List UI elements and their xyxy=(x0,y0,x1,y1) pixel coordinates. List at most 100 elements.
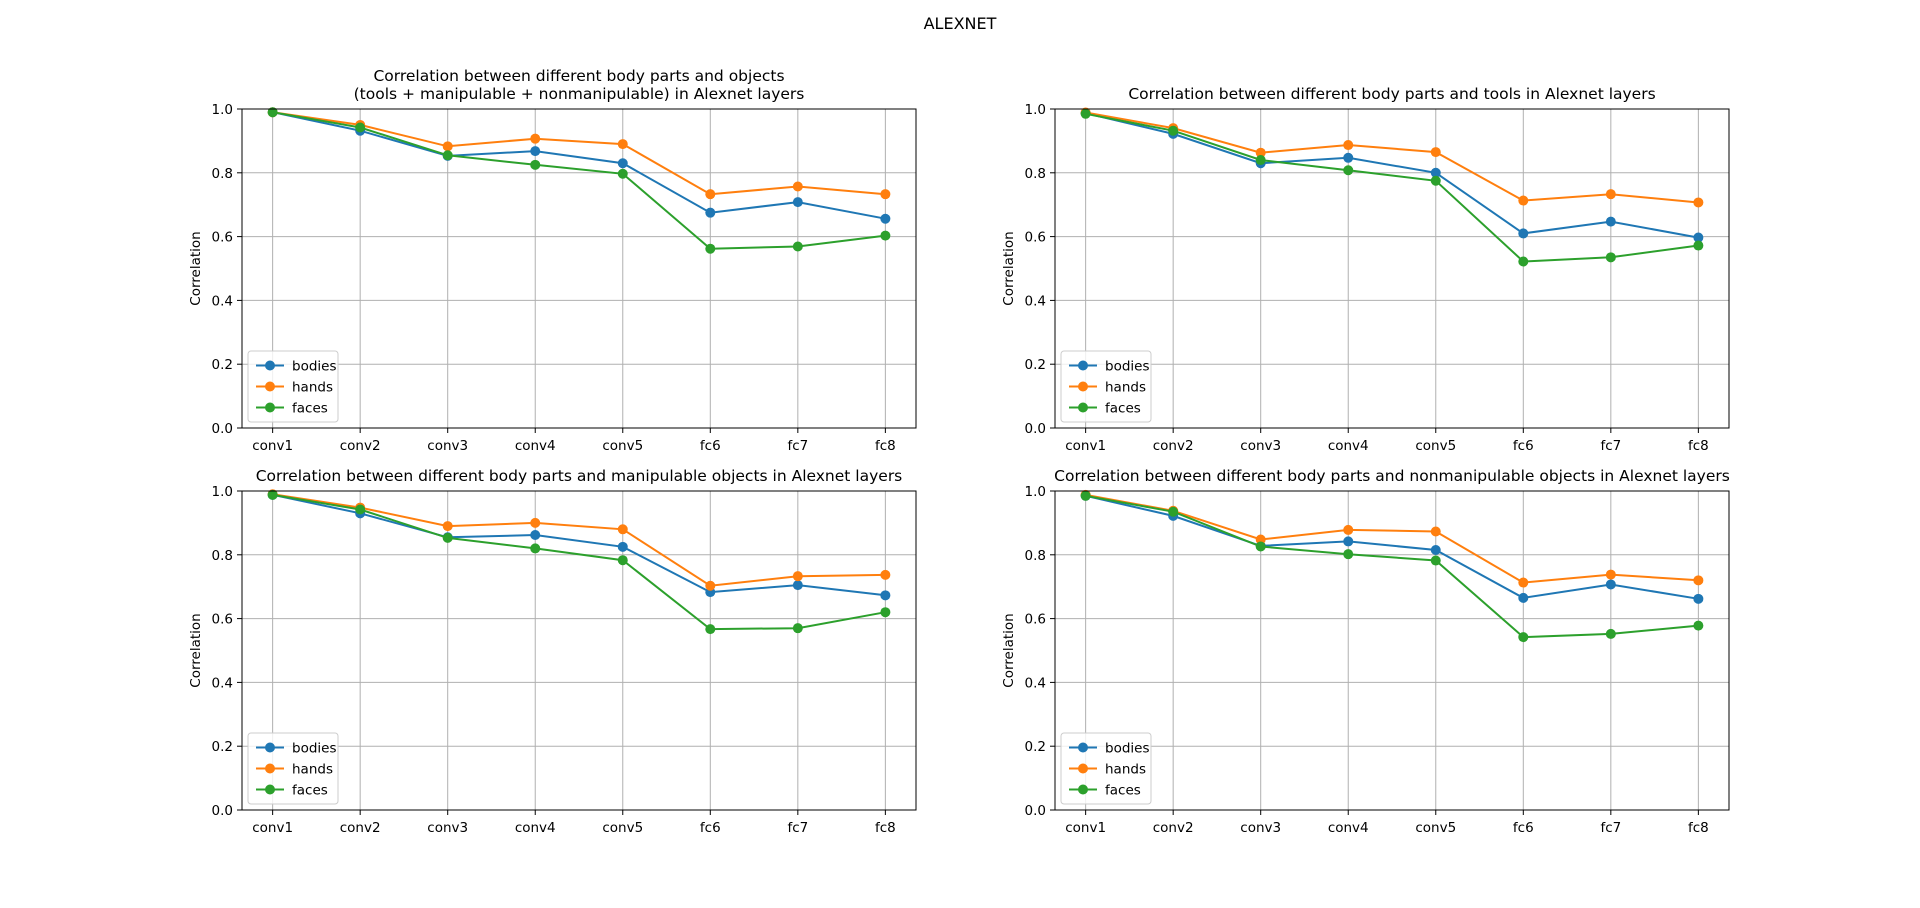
data-point-hands xyxy=(530,517,541,528)
data-point-faces xyxy=(267,107,278,118)
x-tick-label: fc7 xyxy=(787,438,808,454)
data-point-bodies xyxy=(792,197,803,208)
x-tick-label: fc6 xyxy=(700,820,721,836)
x-tick-label: fc8 xyxy=(875,438,896,454)
legend-label-hands: hands xyxy=(1105,762,1146,778)
figure-suptitle: ALEXNET xyxy=(924,14,997,33)
series-line-faces xyxy=(1085,112,1699,263)
x-tick-label: fc7 xyxy=(1600,438,1621,454)
legend-marker-hands xyxy=(265,381,275,392)
y-tick-label: 1.0 xyxy=(1025,102,1046,118)
y-tick-label: 0.8 xyxy=(212,166,233,182)
data-point-faces xyxy=(442,150,453,161)
data-point-hands xyxy=(617,139,628,150)
data-point-faces xyxy=(1168,125,1179,136)
chart-title-line: Correlation between different body parts… xyxy=(373,67,784,85)
y-tick-label: 0.8 xyxy=(1025,548,1046,564)
data-point-faces xyxy=(1693,620,1704,631)
grid-lines xyxy=(242,490,916,811)
data-point-faces xyxy=(1518,256,1529,267)
chart-title-line: Correlation between different body parts… xyxy=(1054,467,1730,485)
legend-label-faces: faces xyxy=(292,401,328,417)
series-hands xyxy=(1080,107,1704,208)
x-tick-label: conv2 xyxy=(1153,820,1194,836)
legend-label-faces: faces xyxy=(1105,401,1141,417)
legend: bodies hands faces xyxy=(247,732,339,805)
data-point-hands xyxy=(1518,577,1529,588)
legend-marker-bodies xyxy=(1078,742,1088,753)
data-point-faces xyxy=(705,624,716,635)
data-point-bodies xyxy=(880,213,891,224)
legend-marker-faces xyxy=(1078,402,1088,413)
grid-lines xyxy=(1055,108,1729,429)
series-faces xyxy=(1080,108,1704,267)
grid-lines xyxy=(1055,490,1729,811)
data-point-faces xyxy=(1255,155,1266,166)
y-tick-label: 0.6 xyxy=(1025,230,1046,246)
chart-panel-2: Correlation between different body parts… xyxy=(1001,85,1730,454)
y-axis-label: Correlation xyxy=(1001,231,1017,305)
data-point-bodies xyxy=(1343,152,1354,163)
plot-frame xyxy=(1054,490,1730,811)
data-point-bodies xyxy=(1693,593,1704,604)
chart-panel-1: Correlation between different body parts… xyxy=(188,67,917,454)
x-tick-label: conv4 xyxy=(1328,438,1369,454)
legend-marker-bodies xyxy=(265,742,275,753)
x-tick-label: fc7 xyxy=(1600,820,1621,836)
series-line-hands xyxy=(1085,111,1699,204)
data-point-faces xyxy=(617,168,628,179)
y-tick-label: 0.4 xyxy=(212,675,233,691)
data-point-hands xyxy=(1693,197,1704,208)
data-point-bodies xyxy=(880,590,891,601)
x-tick-label: conv3 xyxy=(427,438,468,454)
data-point-faces xyxy=(1080,490,1091,501)
y-tick-label: 0.0 xyxy=(1025,421,1046,437)
data-point-hands xyxy=(705,189,716,200)
x-tick-label: fc7 xyxy=(787,820,808,836)
y-tick-label: 0.4 xyxy=(1025,293,1046,309)
chart-panel-4: Correlation between different body parts… xyxy=(1001,467,1730,836)
plot-frame xyxy=(1054,108,1730,429)
x-tick-label: conv3 xyxy=(427,820,468,836)
y-axis-label: Correlation xyxy=(1001,613,1017,687)
series-line-bodies xyxy=(1085,494,1699,600)
data-point-hands xyxy=(1255,534,1266,545)
data-point-hands xyxy=(442,141,453,152)
series-hands xyxy=(267,107,891,200)
series-faces xyxy=(267,107,891,254)
x-tick-label: conv1 xyxy=(1065,820,1106,836)
series-hands xyxy=(1080,489,1704,588)
data-point-bodies xyxy=(1430,167,1441,178)
chart-title-line: (tools + manipulable + nonmanipulable) i… xyxy=(354,85,805,103)
x-tick-label: conv1 xyxy=(1065,438,1106,454)
series-bodies xyxy=(1080,490,1704,604)
data-point-faces xyxy=(1518,632,1529,643)
x-tick-label: conv3 xyxy=(1240,820,1281,836)
legend-label-bodies: bodies xyxy=(1105,359,1150,375)
series-line-bodies xyxy=(272,493,886,597)
x-tick-label: conv2 xyxy=(340,438,381,454)
data-point-bodies xyxy=(1605,216,1616,227)
x-tick-label: conv4 xyxy=(515,438,556,454)
chart-panel-3: Correlation between different body parts… xyxy=(188,467,917,836)
data-point-faces xyxy=(617,555,628,566)
legend: bodies hands faces xyxy=(1060,350,1152,423)
x-tick-label: fc6 xyxy=(1513,438,1534,454)
data-point-faces xyxy=(1343,549,1354,560)
chart-panels: Correlation between different body parts… xyxy=(188,67,1730,836)
y-tick-label: 0.2 xyxy=(212,739,233,755)
x-tick-label: fc8 xyxy=(875,820,896,836)
data-point-bodies xyxy=(530,146,541,157)
series-line-hands xyxy=(272,493,886,587)
y-tick-label: 0.2 xyxy=(1025,739,1046,755)
data-point-hands xyxy=(1605,569,1616,580)
x-tick-label: conv5 xyxy=(602,820,643,836)
data-point-faces xyxy=(880,230,891,241)
series-line-faces xyxy=(272,493,886,631)
data-point-hands xyxy=(880,569,891,580)
legend-marker-faces xyxy=(265,402,275,413)
data-point-faces xyxy=(792,623,803,634)
data-point-faces xyxy=(1080,108,1091,119)
data-point-faces xyxy=(267,489,278,500)
x-tick-label: conv1 xyxy=(252,820,293,836)
